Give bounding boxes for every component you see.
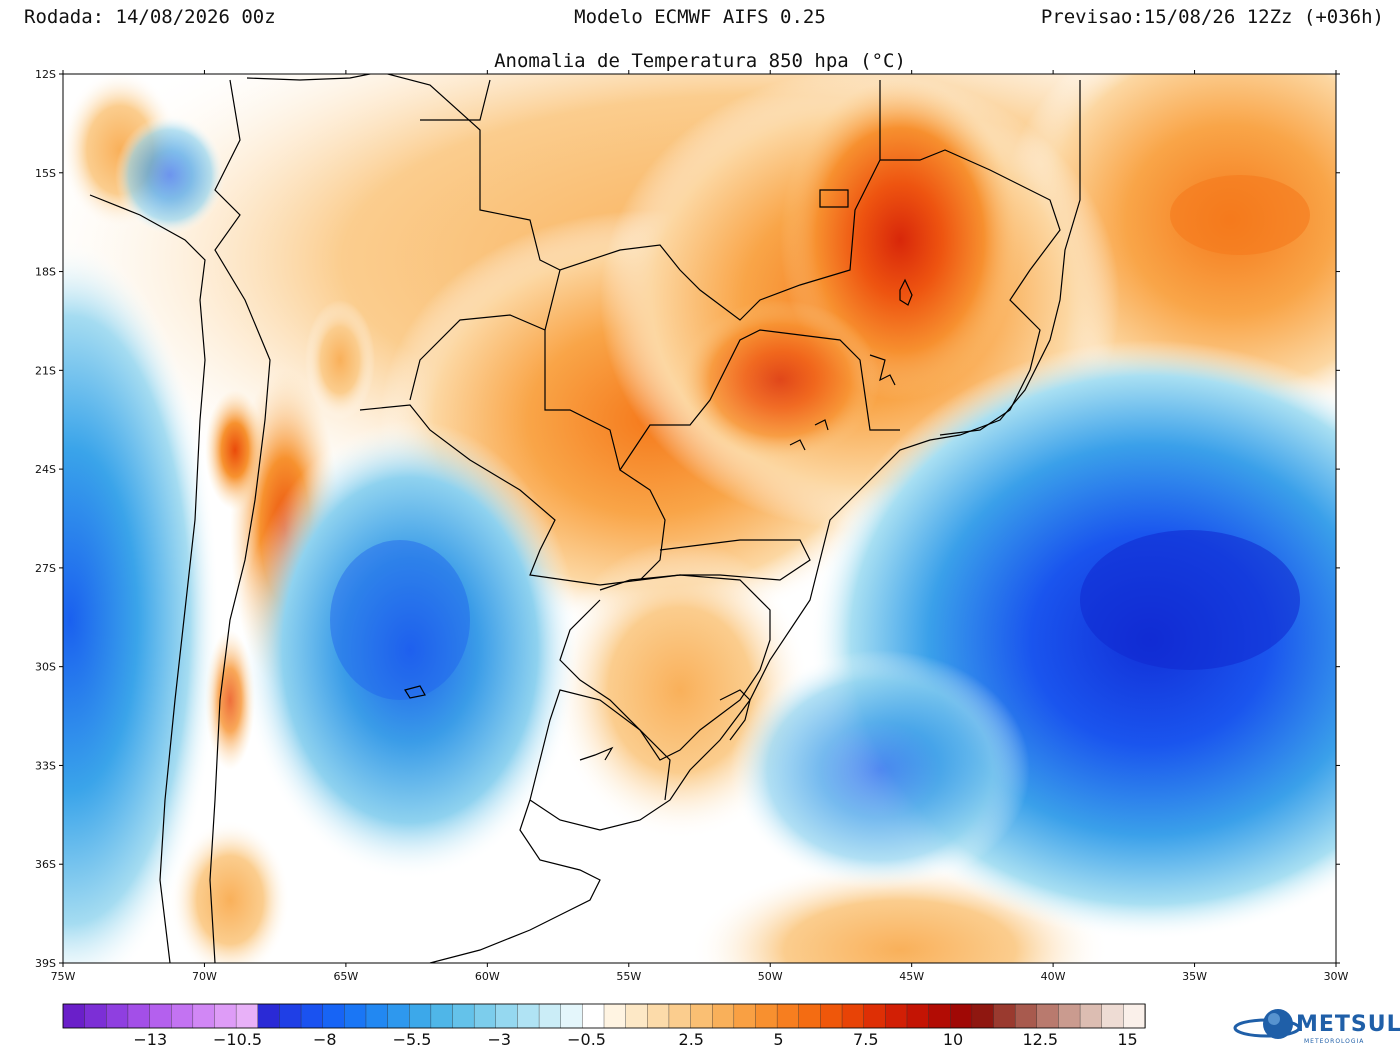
colorbar-swatch — [1058, 1003, 1081, 1029]
colorbar-swatch — [365, 1003, 389, 1029]
lon-label: 40W — [1041, 970, 1066, 983]
colorbar-swatch — [841, 1003, 865, 1029]
colorbar-swatch — [690, 1003, 713, 1029]
colorbar-swatch — [733, 1003, 757, 1029]
colorbar-swatch — [755, 1003, 778, 1029]
colorbar-swatch — [84, 1003, 107, 1029]
colorbar-swatch — [582, 1003, 605, 1029]
colorbar-label: −5.5 — [393, 1030, 432, 1049]
colorbar-swatch — [538, 1003, 562, 1029]
colorbar-swatch — [647, 1003, 670, 1029]
lat-label: 30S — [35, 661, 56, 674]
colorbar-swatch — [235, 1003, 259, 1029]
colorbar-swatch — [279, 1003, 302, 1029]
colorbar-swatch — [820, 1003, 843, 1029]
map-title: Anomalia de Temperatura 850 hpa (°C) — [494, 50, 906, 72]
lon-label: 30W — [1324, 970, 1349, 983]
lon-label: 45W — [899, 970, 924, 983]
colorbar-swatch — [214, 1003, 237, 1029]
colorbar-label: 2.5 — [679, 1030, 704, 1049]
colorbar-swatch — [993, 1003, 1016, 1029]
colorbar-swatch — [928, 1003, 951, 1029]
colorbar-label: −10.5 — [213, 1030, 262, 1049]
colorbar-swatch — [127, 1003, 151, 1029]
colorbar-swatch — [495, 1003, 519, 1029]
colorbar-label: 10 — [943, 1030, 963, 1049]
lon-label: 75W — [51, 970, 76, 983]
colorbar-swatch — [62, 1003, 86, 1029]
lon-label: 35W — [1182, 970, 1207, 983]
colorbar-label: 7.5 — [853, 1030, 878, 1049]
colorbar-swatch — [452, 1003, 475, 1029]
latitude-labels: 12S 15S 18S 21S 24S 27S 30S 33S 36S 39S — [35, 68, 56, 970]
colorbar-swatch — [885, 1003, 908, 1029]
colorbar-swatch — [322, 1003, 346, 1029]
coastlines-borders — [89, 74, 1081, 963]
colorbar-swatch — [560, 1003, 584, 1029]
colorbar-swatch — [625, 1003, 648, 1029]
colorbar-swatch — [170, 1003, 194, 1029]
metsul-logo: METSUL METEOROLOGIA — [1232, 1004, 1400, 1050]
axis-ticks — [59, 70, 1340, 967]
lat-label: 36S — [35, 858, 56, 871]
colorbar-swatch — [149, 1003, 172, 1029]
lat-label: 33S — [35, 759, 56, 772]
lat-label: 15S — [35, 167, 56, 180]
colorbar-swatch — [344, 1003, 367, 1029]
colorbar-swatch — [517, 1003, 540, 1029]
globe-icon — [1233, 1009, 1301, 1039]
colorbar-swatch — [863, 1003, 887, 1029]
colorbar-swatch — [971, 1003, 995, 1029]
colorbar-label: −3 — [487, 1030, 511, 1049]
lon-label: 65W — [333, 970, 358, 983]
model-label: Modelo ECMWF AIFS 0.25 — [574, 6, 826, 28]
colorbar-label: 15 — [1117, 1030, 1137, 1049]
colorbar — [62, 1003, 1146, 1029]
logo-text: METSUL — [1296, 1012, 1400, 1037]
colorbar-swatch — [1036, 1003, 1060, 1029]
colorbar-swatch — [712, 1003, 735, 1029]
colorbar-swatch — [668, 1003, 692, 1029]
longitude-labels: 75W 70W 65W 60W 55W 50W 45W 40W 35W 30W — [51, 970, 1349, 983]
lon-label: 50W — [758, 970, 783, 983]
colorbar-swatch — [192, 1003, 216, 1029]
colorbar-swatch — [776, 1003, 800, 1029]
colorbar-labels: −13 −10.5 −8 −5.5 −3 −0.5 2.5 5 7.5 10 12.5 15 — [133, 1030, 1137, 1049]
colorbar-swatch — [603, 1003, 627, 1029]
colorbar-label: 5 — [773, 1030, 783, 1049]
lon-label: 60W — [475, 970, 500, 983]
colorbar-label: 12.5 — [1022, 1030, 1058, 1049]
colorbar-swatch — [473, 1003, 497, 1029]
lat-label: 18S — [35, 266, 56, 279]
map-frame — [62, 73, 1337, 964]
colorbar-swatch — [430, 1003, 454, 1029]
lat-label: 27S — [35, 562, 56, 575]
colorbar-swatch — [1123, 1003, 1146, 1029]
colorbar-swatch — [906, 1003, 930, 1029]
colorbar-swatch — [106, 1003, 129, 1029]
lat-label: 12S — [35, 68, 56, 81]
lat-label: 21S — [35, 364, 56, 377]
colorbar-swatch — [387, 1003, 410, 1029]
colorbar-swatch — [1101, 1003, 1125, 1029]
colorbar-swatch — [1079, 1003, 1103, 1029]
colorbar-swatch — [1014, 1003, 1038, 1029]
colorbar-label: −13 — [133, 1030, 167, 1049]
logo-subtext: METEOROLOGIA — [1304, 1038, 1365, 1045]
colorbar-label: −8 — [313, 1030, 337, 1049]
colorbar-swatch — [300, 1003, 324, 1029]
colorbar-swatch — [950, 1003, 973, 1029]
lon-label: 70W — [192, 970, 217, 983]
forecast-label: Previsao:15/08/26 12Zz (+036h) — [1040, 6, 1384, 28]
run-label: Rodada: 14/08/2026 00z — [24, 6, 276, 28]
lon-label: 55W — [616, 970, 641, 983]
colorbar-swatch — [798, 1003, 822, 1029]
lat-label: 39S — [35, 957, 56, 970]
colorbar-swatch — [257, 1003, 281, 1029]
colorbar-label: −0.5 — [567, 1030, 606, 1049]
colorbar-swatch — [409, 1003, 432, 1029]
lat-label: 24S — [35, 463, 56, 476]
